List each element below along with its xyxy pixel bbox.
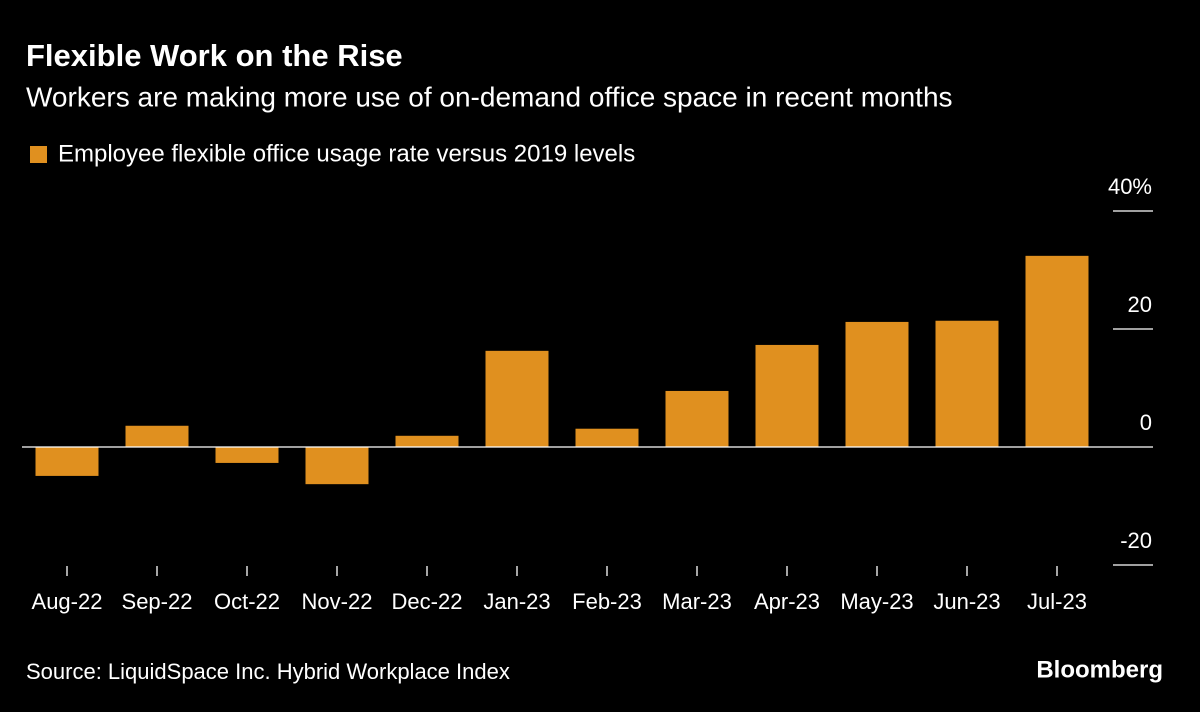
y-tick-label: -20 (1120, 528, 1152, 553)
bar (215, 447, 279, 463)
y-tick-label: 0 (1140, 410, 1152, 435)
bar (125, 425, 189, 447)
brand: Bloomberg (1036, 656, 1163, 683)
bar (935, 320, 999, 447)
chart-title: Flexible Work on the Rise (26, 38, 403, 73)
bar (305, 447, 369, 485)
x-tick-label: Mar-23 (662, 589, 732, 614)
y-tick-label: 40% (1108, 174, 1152, 199)
x-tick-label: Oct-22 (214, 589, 280, 614)
x-tick-label: Aug-22 (32, 589, 103, 614)
x-tick-label: Dec-22 (392, 589, 463, 614)
x-tick-label: Feb-23 (572, 589, 642, 614)
legend-label: Employee flexible office usage rate vers… (58, 140, 635, 167)
bar (1025, 255, 1089, 447)
x-tick-label: Jan-23 (483, 589, 550, 614)
bar (845, 321, 909, 447)
x-tick-label: Jul-23 (1027, 589, 1087, 614)
x-tick-label: Jun-23 (933, 589, 1000, 614)
bar (755, 344, 819, 447)
y-tick-label: 20 (1128, 292, 1152, 317)
legend-swatch (30, 146, 47, 163)
bar (485, 350, 549, 447)
bar (395, 435, 459, 447)
x-tick-label: Nov-22 (302, 589, 373, 614)
x-tick-label: Apr-23 (754, 589, 820, 614)
bar (665, 390, 729, 447)
x-tick-label: Sep-22 (122, 589, 193, 614)
x-tick-label: May-23 (840, 589, 913, 614)
chart-subtitle: Workers are making more use of on-demand… (26, 81, 953, 112)
bar (575, 428, 639, 447)
bar (35, 447, 99, 476)
source: Source: LiquidSpace Inc. Hybrid Workplac… (26, 659, 510, 684)
